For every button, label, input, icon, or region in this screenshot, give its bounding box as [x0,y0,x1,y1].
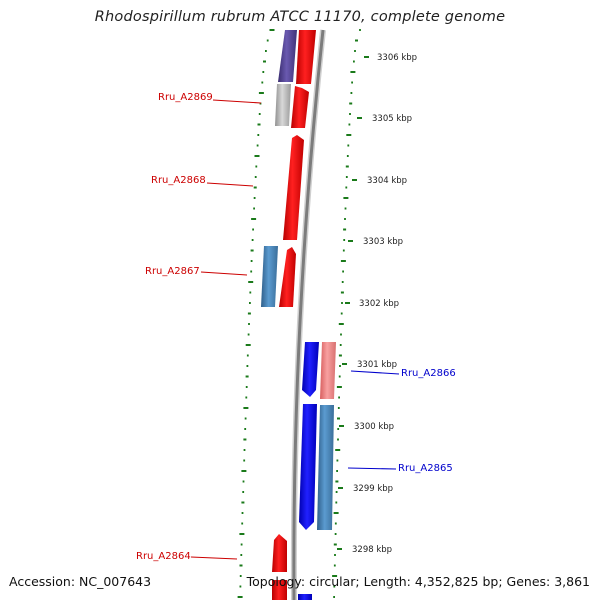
gene-label-leader [212,99,262,104]
gene-label-leader [347,467,397,470]
scale-label: 3298 kbp [352,545,392,555]
gene-label-rru-a2868[interactable]: Rru_A2868 [151,175,206,186]
cds-steelblue-2867 [261,246,278,307]
cds-grey-feature [275,84,291,126]
gc-skew-track [237,29,361,598]
gene-labels-right: Rru_A2866 Rru_A2865 [347,368,456,474]
scale-label: 3301 kbp [357,360,397,370]
scale-label: 3302 kbp [359,299,399,309]
cds-reverse-bottom [298,594,312,600]
cds-forward-2864 [272,534,287,572]
gene-label-leader [206,182,254,187]
gene-label-leader [350,370,400,375]
gene-label-rru-a2867[interactable]: Rru_A2867 [145,266,200,277]
scale-label: 3304 kbp [367,176,407,186]
gene-labels-left: Rru_A2869 Rru_A2868 Rru_A2867 Rru_A2864 [136,92,262,562]
cds-reverse-2865 [299,404,317,530]
cds-steelblue-2865 [317,405,334,530]
scale-label: 3299 kbp [353,484,393,494]
cds-pink-2866 [320,342,336,399]
genome-summary-text: Topology: circular; Length: 4,352,825 bp… [246,574,590,589]
gene-label-rru-a2864[interactable]: Rru_A2864 [136,551,191,562]
gene-label-rru-a2869[interactable]: Rru_A2869 [158,92,213,103]
genome-backbone [292,29,325,600]
map-title: Rhodospirillum rubrum ATCC 11170, comple… [94,9,506,25]
cds-forward-2867 [279,247,296,307]
cds-reverse-2866 [302,342,319,397]
cds-forward-top [296,30,316,84]
gene-label-leader [200,271,248,276]
scale-label: 3300 kbp [354,422,394,432]
scale-label: 3303 kbp [363,237,403,247]
cds-purple-feature [278,30,297,82]
feature-track [261,30,336,600]
gene-label-rru-a2866[interactable]: Rru_A2866 [401,368,456,379]
scale-label: 3306 kbp [377,53,417,63]
gene-label-rru-a2865[interactable]: Rru_A2865 [398,463,453,474]
cds-forward-2869 [291,86,309,128]
cds-forward-2868 [283,135,304,240]
gene-label-leader [190,556,238,560]
scale-track: 3306 kbp 3305 kbp 3304 kbp 3303 kbp 3302… [337,53,417,555]
cds-forward-2864-tail [272,580,287,600]
scale-label: 3305 kbp [372,114,412,124]
accession-text: Accession: NC_007643 [9,574,152,589]
